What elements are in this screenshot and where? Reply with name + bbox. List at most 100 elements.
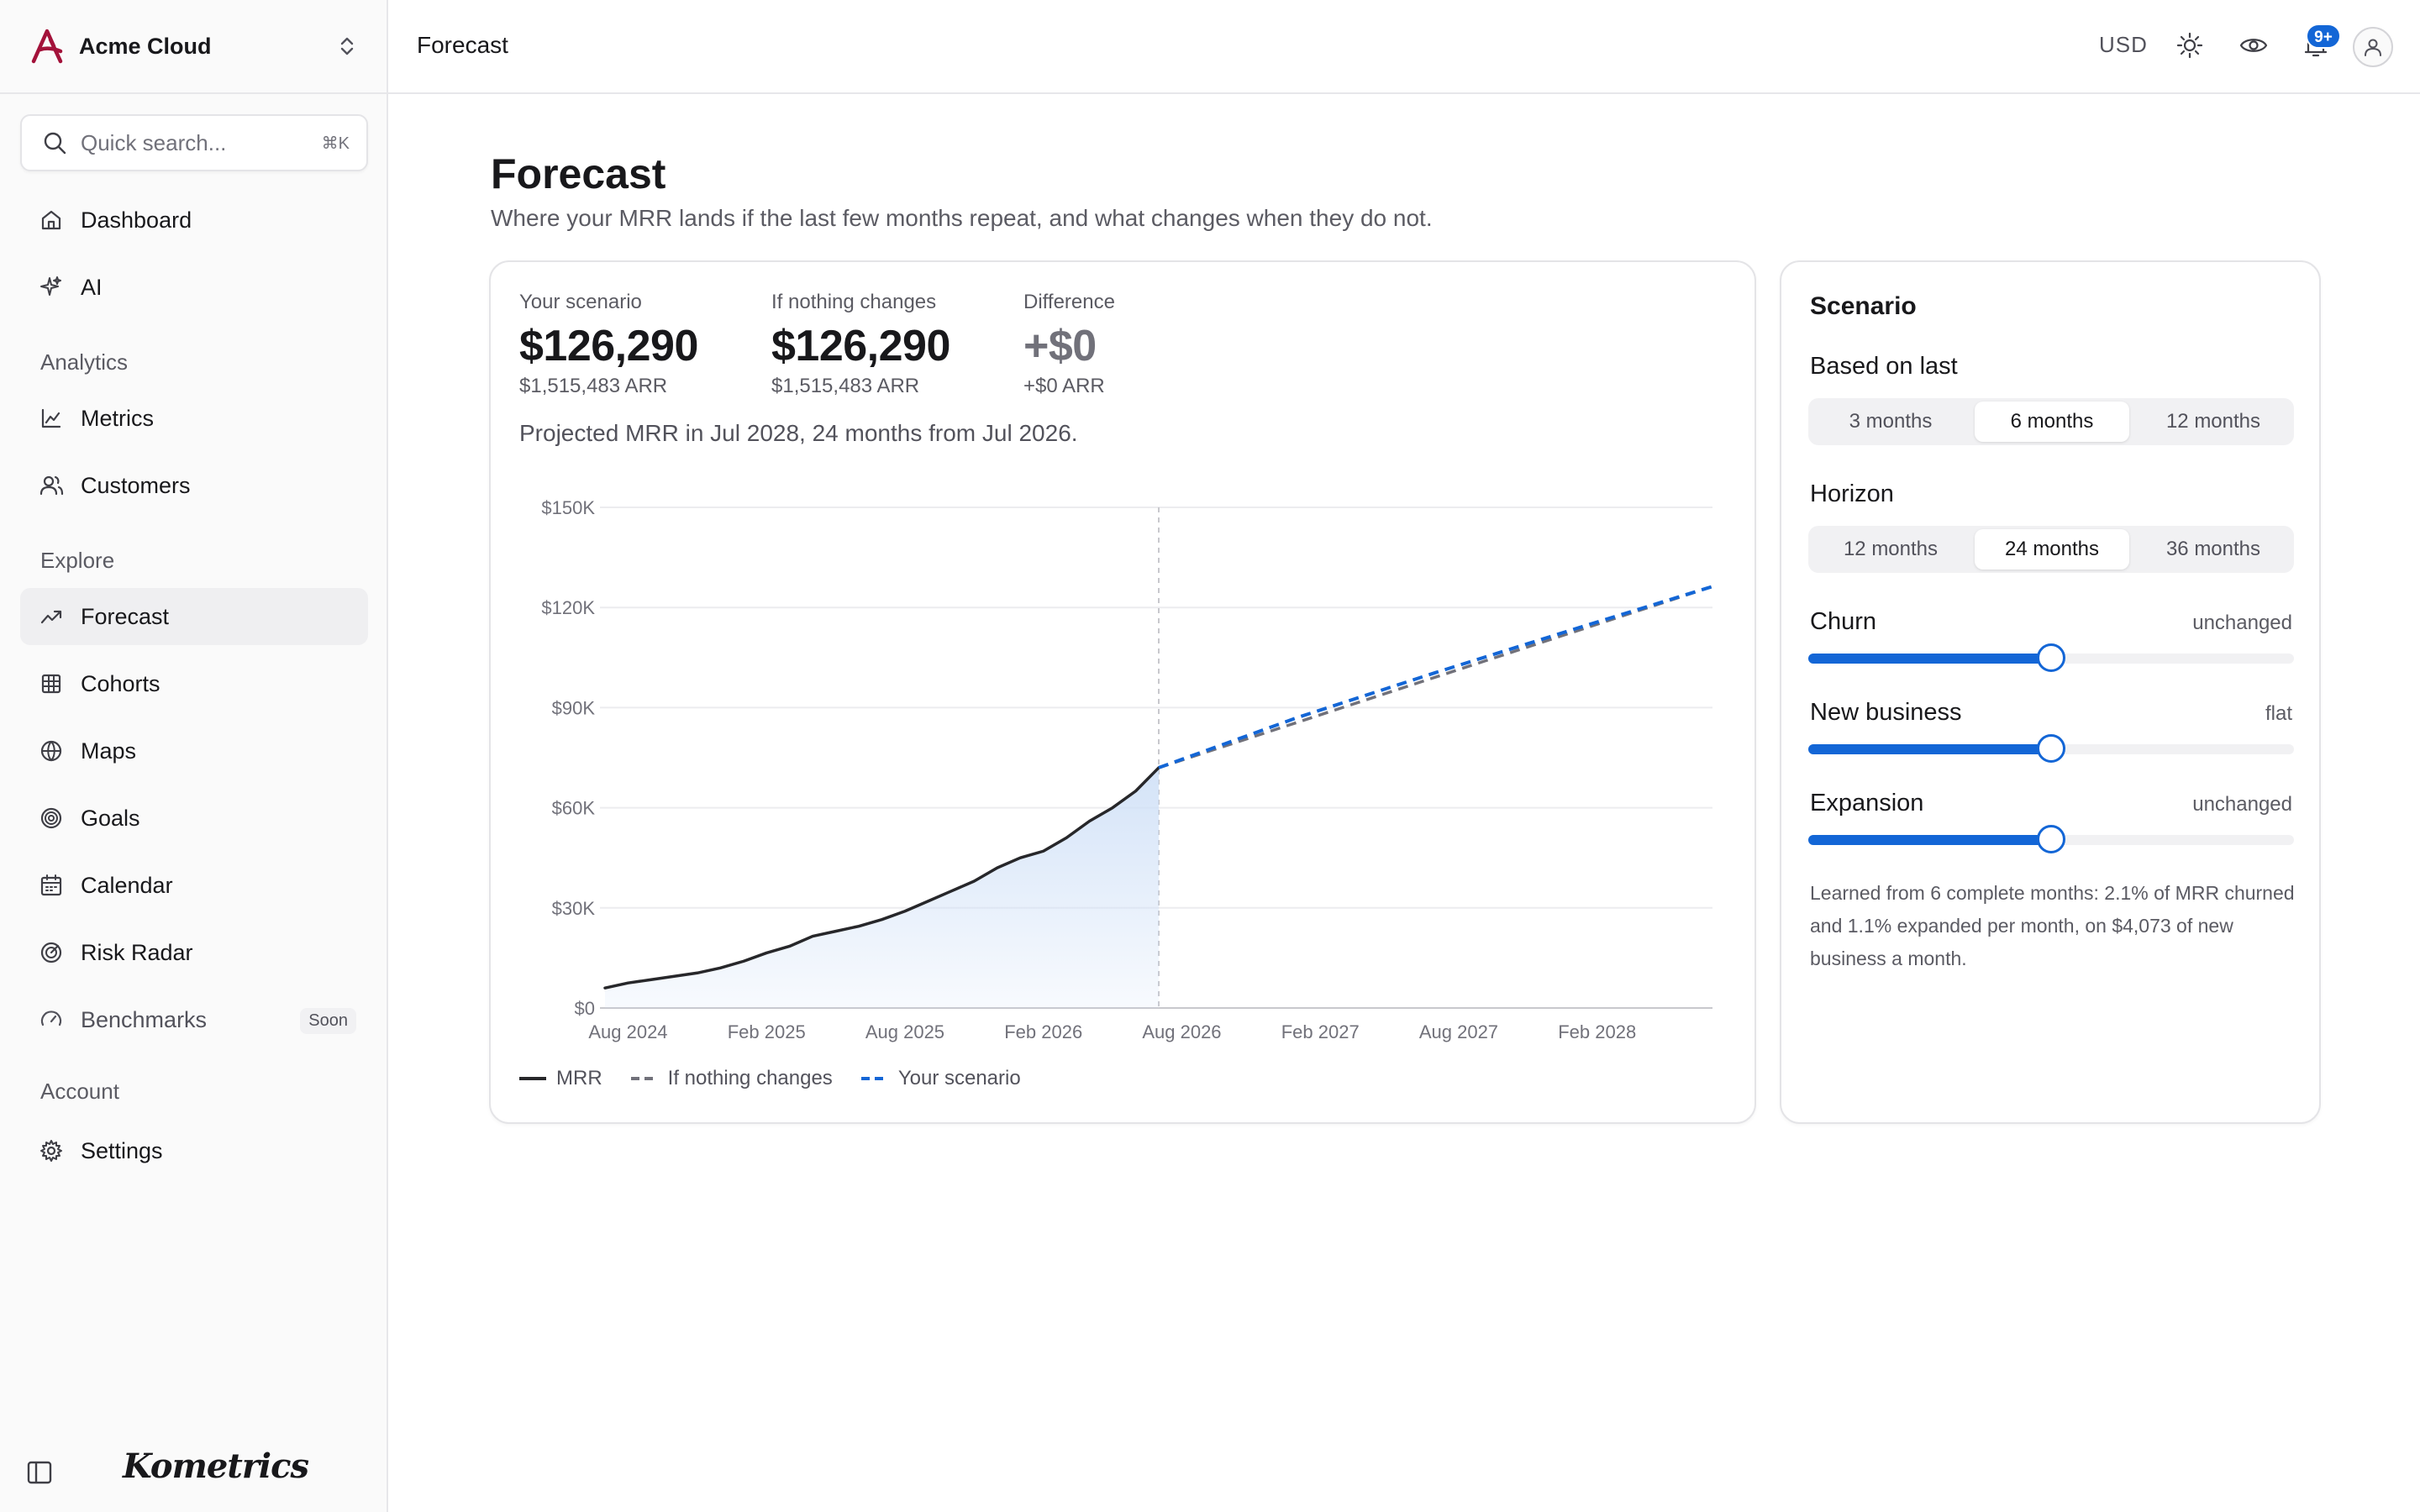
sidebar-item-customers[interactable]: Customers (20, 457, 368, 514)
sidebar-item-label: Metrics (81, 405, 154, 431)
kpi-label: Difference (1023, 291, 1115, 313)
new-business-slider[interactable] (1808, 734, 2294, 763)
sidebar-item-label: Forecast (81, 603, 170, 629)
search-icon (44, 132, 66, 155)
based-on-12-months[interactable]: 12 months (2165, 410, 2261, 433)
x-tick-label: Feb 2026 (1004, 1021, 1082, 1042)
user-icon (2365, 39, 2381, 56)
forecast-chart-card: Your scenario $126,290 $1,515,483 ARR If… (489, 260, 1756, 1124)
slider-thumb[interactable] (2037, 825, 2065, 853)
x-tick-label: Aug 2026 (1142, 1021, 1221, 1042)
eye-icon[interactable] (2238, 30, 2269, 60)
horizon-label: Horizon (1810, 480, 1894, 507)
kpi-if-nothing-changes: If nothing changes $126,290 $1,515,483 A… (771, 291, 950, 398)
expansion-label: Expansion (1810, 790, 1924, 816)
soon-badge: Soon (300, 1008, 356, 1034)
line-chart-icon (41, 408, 61, 428)
org-switcher[interactable]: Acme Cloud (20, 17, 368, 76)
nav-section-explore: Explore (40, 548, 115, 573)
x-tick-label: Feb 2025 (728, 1021, 806, 1042)
x-tick-label: Aug 2024 (588, 1021, 667, 1042)
sun-icon[interactable] (2175, 30, 2205, 60)
churn-value: unchanged (2192, 612, 2292, 634)
currency-selector[interactable]: USD (2099, 32, 2148, 57)
grid-icon (41, 674, 61, 694)
sidebar-item-settings[interactable]: Settings (20, 1122, 368, 1179)
slider-fill (1808, 835, 2051, 845)
legend-label: If nothing changes (667, 1067, 833, 1089)
sparkles-icon (40, 276, 61, 296)
churn-slider[interactable] (1808, 643, 2294, 672)
search-shortcut: ⌘K (321, 134, 350, 153)
kpi-sub: $1,515,483 ARR (519, 375, 668, 397)
gauge-icon (40, 1011, 62, 1026)
search-input[interactable] (81, 129, 316, 156)
nav-section-account: Account (40, 1079, 119, 1104)
sidebar-item-benchmarks[interactable]: Benchmarks Soon (20, 991, 368, 1048)
projection-note: Projected MRR in Jul 2028, 24 months fro… (519, 420, 1078, 446)
quick-search[interactable]: ⌘K (20, 114, 368, 171)
new-business-label: New business (1810, 699, 1962, 726)
y-tick-label: $120K (541, 597, 595, 618)
y-tick-label: $150K (541, 497, 595, 518)
scenario-card: Scenario Based on last 3 months 6 months… (1780, 260, 2321, 1124)
legend-label: MRR (556, 1067, 602, 1089)
gear-icon (40, 1140, 62, 1162)
kpi-difference: Difference +$0 +$0 ARR (1023, 291, 1115, 398)
sidebar-divider (0, 92, 387, 94)
kpi-value: +$0 (1023, 322, 1097, 370)
sidebar-item-label: Calendar (81, 872, 173, 898)
sidebar-item-label: Customers (81, 472, 191, 498)
legend-swatch-dashed-blue (860, 1077, 888, 1080)
globe-icon (40, 740, 62, 762)
horizon-12-months[interactable]: 12 months (1843, 538, 1939, 560)
legend-item-scenario[interactable]: Your scenario (860, 1067, 1021, 1090)
slider-thumb[interactable] (2037, 643, 2065, 672)
slider-fill (1808, 744, 2051, 754)
horizon-24-months[interactable]: 24 months (1975, 529, 2129, 570)
sidebar-item-goals[interactable]: Goals (20, 790, 368, 847)
avatar[interactable] (2353, 27, 2393, 67)
based-on-segmented: 3 months 6 months 12 months (1808, 398, 2294, 445)
x-tick-label: Feb 2027 (1281, 1021, 1360, 1042)
legend-item-mrr[interactable]: MRR (519, 1067, 602, 1090)
legend-item-baseline[interactable]: If nothing changes (630, 1067, 833, 1090)
sidebar-item-metrics[interactable]: Metrics (20, 390, 368, 447)
scenario-footnote: Learned from 6 complete months: 2.1% of … (1810, 882, 2295, 969)
notification-badge: 9+ (2306, 24, 2341, 49)
home-icon (41, 210, 61, 230)
y-tick-label: $30K (552, 898, 596, 919)
sidebar-item-risk-radar[interactable]: Risk Radar (20, 924, 368, 981)
mrr-line (603, 766, 1160, 990)
expansion-slider[interactable] (1808, 825, 2294, 853)
sidebar-item-maps[interactable]: Maps (20, 722, 368, 780)
sidebar: Acme Cloud ⌘K Dashboard AI Analytics (0, 0, 388, 1512)
horizon-36-months[interactable]: 36 months (2165, 538, 2261, 560)
chart-legend: MRR If nothing changes Your scenario (519, 1067, 1050, 1090)
page-subtitle: Where your MRR lands if the last few mon… (491, 205, 1433, 231)
sidebar-item-forecast[interactable]: Forecast (20, 588, 368, 645)
sidebar-toggle-icon[interactable] (25, 1458, 54, 1487)
sidebar-item-dashboard[interactable]: Dashboard (20, 192, 368, 249)
based-on-6-months[interactable]: 6 months (1975, 402, 2129, 442)
kpi-value: $126,290 (519, 322, 698, 370)
sidebar-item-cohorts[interactable]: Cohorts (20, 655, 368, 712)
legend-swatch-dashed (630, 1077, 658, 1080)
kpi-sub: +$0 ARR (1023, 375, 1105, 397)
sidebar-item-ai[interactable]: AI (20, 259, 368, 316)
calendar-icon (40, 874, 62, 896)
topbar-title: Forecast (417, 32, 508, 58)
scenario-line (1158, 585, 1713, 769)
chevron-up-down-icon[interactable] (334, 34, 360, 59)
kpi-your-scenario: Your scenario $126,290 $1,515,483 ARR (519, 291, 698, 398)
slider-thumb[interactable] (2037, 734, 2065, 763)
sidebar-item-calendar[interactable]: Calendar (20, 857, 368, 914)
scenario-title: Scenario (1810, 292, 1917, 320)
based-on-3-months[interactable]: 3 months (1849, 410, 1933, 433)
legend-label: Your scenario (897, 1067, 1021, 1089)
y-tick-label: $60K (552, 798, 596, 819)
new-business-value: flat (2265, 702, 2292, 725)
page-title: Forecast (491, 150, 666, 197)
mrr-forecast-chart[interactable]: $0 $30K $60K $90K $120K $150K Aug 2024 Feb 2025… (491, 262, 1754, 1122)
